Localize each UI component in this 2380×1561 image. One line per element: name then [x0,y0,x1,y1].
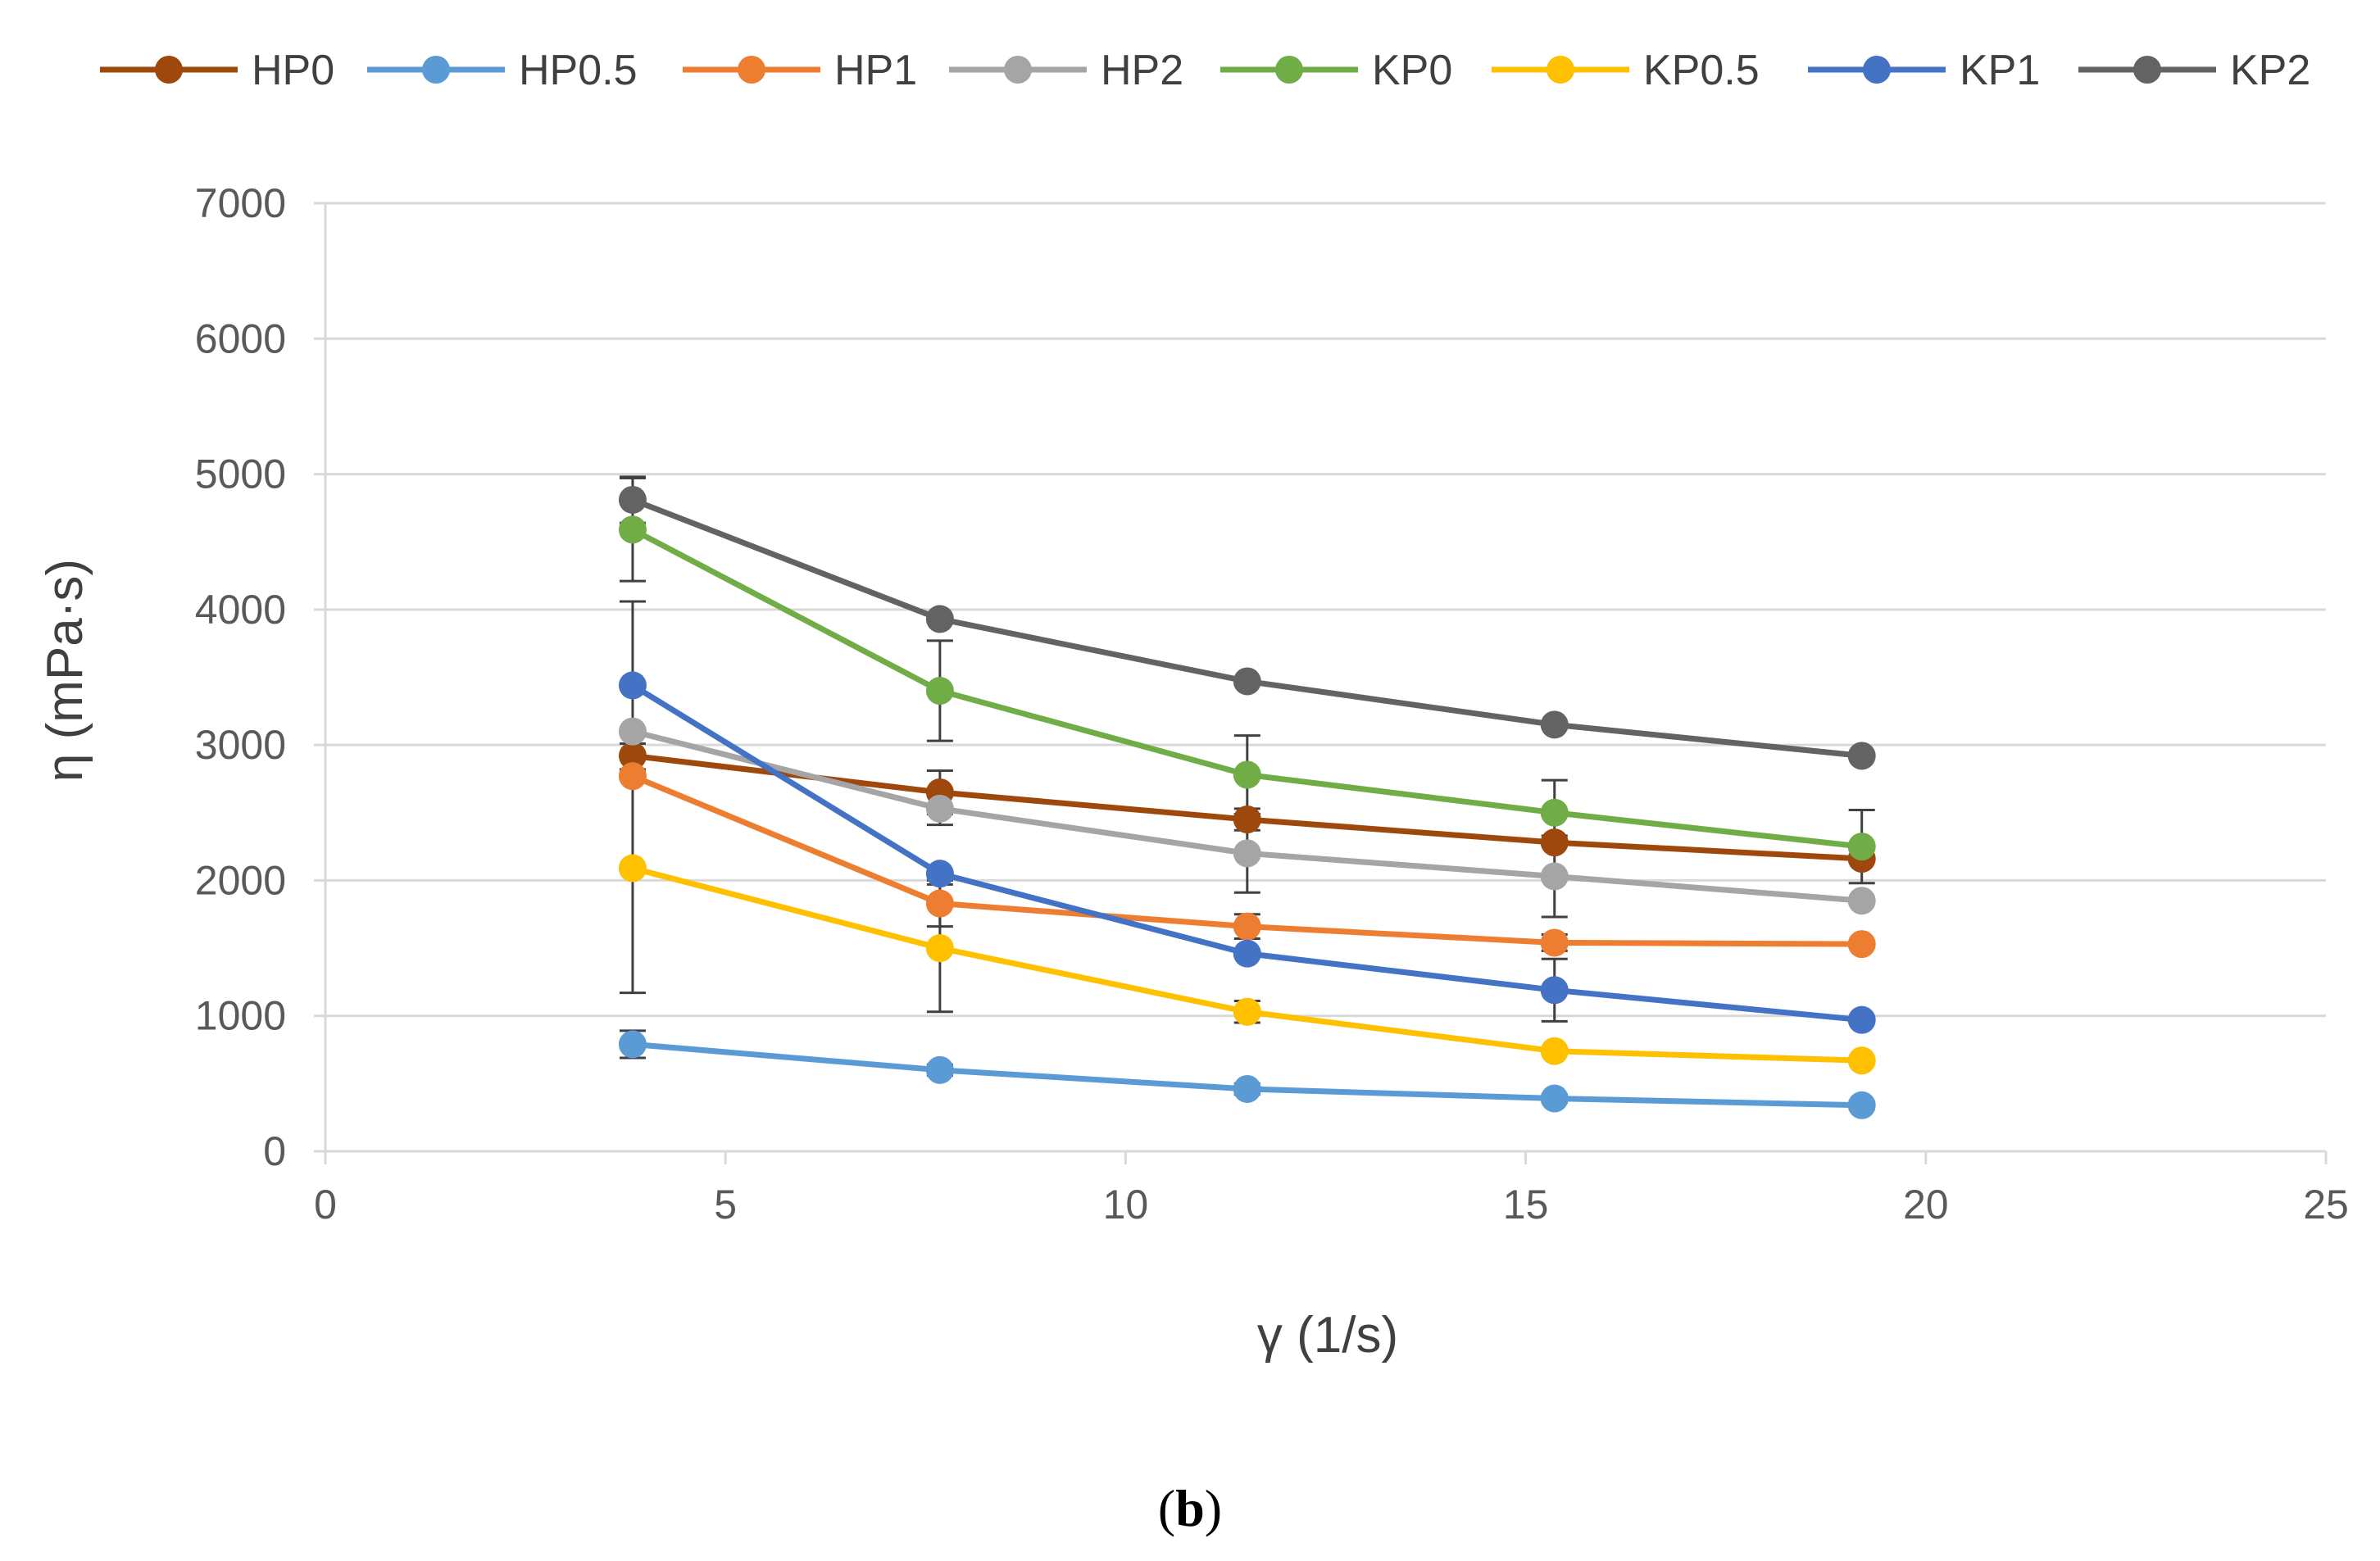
axes: 0 1000 2000 3000 4000 5000 6000 7000 0 5 10 15 20 25 [195,180,2349,1227]
data-point-HP0-2 [1233,805,1261,834]
caption-label: b [1175,1479,1205,1537]
x-tick-label-25: 25 [2303,1182,2349,1227]
x-tick-label-0: 0 [314,1182,337,1227]
legend-swatch-marker [738,56,765,84]
data-point-KP0-0 [618,515,647,544]
x-axis-title: γ (1/s) [1257,1307,1398,1364]
y-tick-label-2000: 2000 [195,857,286,903]
data-point-KP0.5-3 [1540,1037,1569,1065]
y-tick-label-0: 0 [263,1128,286,1174]
series-HP2 [618,717,1876,915]
y-axis-title: η (mPa·s) [37,559,93,782]
data-point-KP1-0 [618,671,647,700]
legend-item-HP0.5: HP0.5 [367,47,638,94]
data-point-HP0-0 [618,742,647,770]
data-point-KP0.5-2 [1233,997,1261,1026]
data-point-HP2-0 [618,717,647,746]
data-point-HP0.5-4 [1847,1091,1876,1119]
y-tick-label-7000: 7000 [195,180,286,226]
series-HP1 [618,762,1876,959]
data-point-KP0-4 [1847,833,1876,861]
x-tick-label-5: 5 [714,1182,737,1227]
data-point-HP0.5-3 [1540,1084,1569,1113]
legend-item-KP0.5: KP0.5 [1492,47,1760,94]
x-tick-label-10: 10 [1103,1182,1149,1227]
legend-label: KP1 [1960,47,2040,94]
y-tick-label-1000: 1000 [195,993,286,1039]
data-point-KP2-3 [1540,710,1569,739]
data-point-HP2-4 [1847,887,1876,915]
legend-item-KP2: KP2 [2078,47,2310,94]
data-point-KP0.5-4 [1847,1046,1876,1075]
data-point-KP2-4 [1847,742,1876,770]
gridlines [314,202,2326,1018]
figure-caption: (b) [1158,1479,1222,1537]
data-point-HP1-4 [1847,930,1876,959]
data-point-KP2-2 [1233,667,1261,696]
y-tick-label-5000: 5000 [195,452,286,497]
data-point-KP2-0 [618,485,647,514]
legend-item-KP0: KP0 [1220,47,1452,94]
data-point-HP1-1 [925,889,954,918]
legend-label: KP0 [1372,47,1452,94]
data-point-HP0.5-0 [618,1030,647,1059]
series-KP0.5 [618,854,1876,1075]
legend-swatch-marker [155,56,183,84]
data-point-KP0.5-1 [925,934,954,963]
caption-open-paren: ( [1158,1479,1175,1537]
legend-label: HP2 [1101,47,1183,94]
data-point-HP0.5-2 [1233,1074,1261,1103]
data-point-KP2-1 [925,605,954,633]
x-tick-label-20: 20 [1903,1182,1949,1227]
series-lines [618,485,1876,1119]
data-point-KP0.5-0 [618,854,647,883]
data-point-HP2-3 [1540,862,1569,891]
legend-swatch-marker [422,56,450,84]
x-tick-label-15: 15 [1503,1182,1549,1227]
legend-label: KP0.5 [1643,47,1760,94]
legend-swatch-marker [1004,56,1032,84]
legend-item-HP0: HP0 [100,47,334,94]
data-point-KP0-1 [925,677,954,706]
legend-swatch-marker [2133,56,2161,84]
data-point-KP1-4 [1847,1005,1876,1034]
data-point-HP1-3 [1540,928,1569,957]
data-point-KP1-2 [1233,939,1261,968]
data-point-HP2-2 [1233,839,1261,868]
legend-swatch-marker [1275,56,1303,84]
data-point-HP0-3 [1540,828,1569,857]
data-point-HP1-2 [1233,912,1261,941]
data-point-KP0-3 [1540,798,1569,827]
data-point-HP0.5-1 [925,1055,954,1084]
y-tick-label-4000: 4000 [195,587,286,633]
legend-item-KP1: KP1 [1808,47,2040,94]
legend-label: HP0.5 [519,47,638,94]
legend-label: HP0 [252,47,334,94]
series-KP1 [618,671,1876,1034]
legend-item-HP1: HP1 [683,47,917,94]
data-point-KP1-1 [925,860,954,888]
data-point-KP1-3 [1540,976,1569,1005]
data-point-HP2-1 [925,794,954,823]
legend-item-HP2: HP2 [949,47,1183,94]
legend-swatch-marker [1863,56,1891,84]
y-tick-label-6000: 6000 [195,315,286,361]
data-point-KP0-2 [1233,760,1261,789]
caption-close-paren: ) [1205,1479,1222,1537]
series-HP0.5 [618,1030,1876,1119]
series-KP0 [618,515,1876,861]
data-point-HP1-0 [618,762,647,791]
legend-label: KP2 [2230,47,2310,94]
series-KP2 [618,485,1876,770]
legend-swatch-marker [1547,56,1574,84]
legend: HP0 HP0.5 HP1 HP2 KP0 KP0.5 KP1 KP2 [100,47,2310,94]
y-tick-label-3000: 3000 [195,722,286,768]
legend-label: HP1 [834,47,917,94]
